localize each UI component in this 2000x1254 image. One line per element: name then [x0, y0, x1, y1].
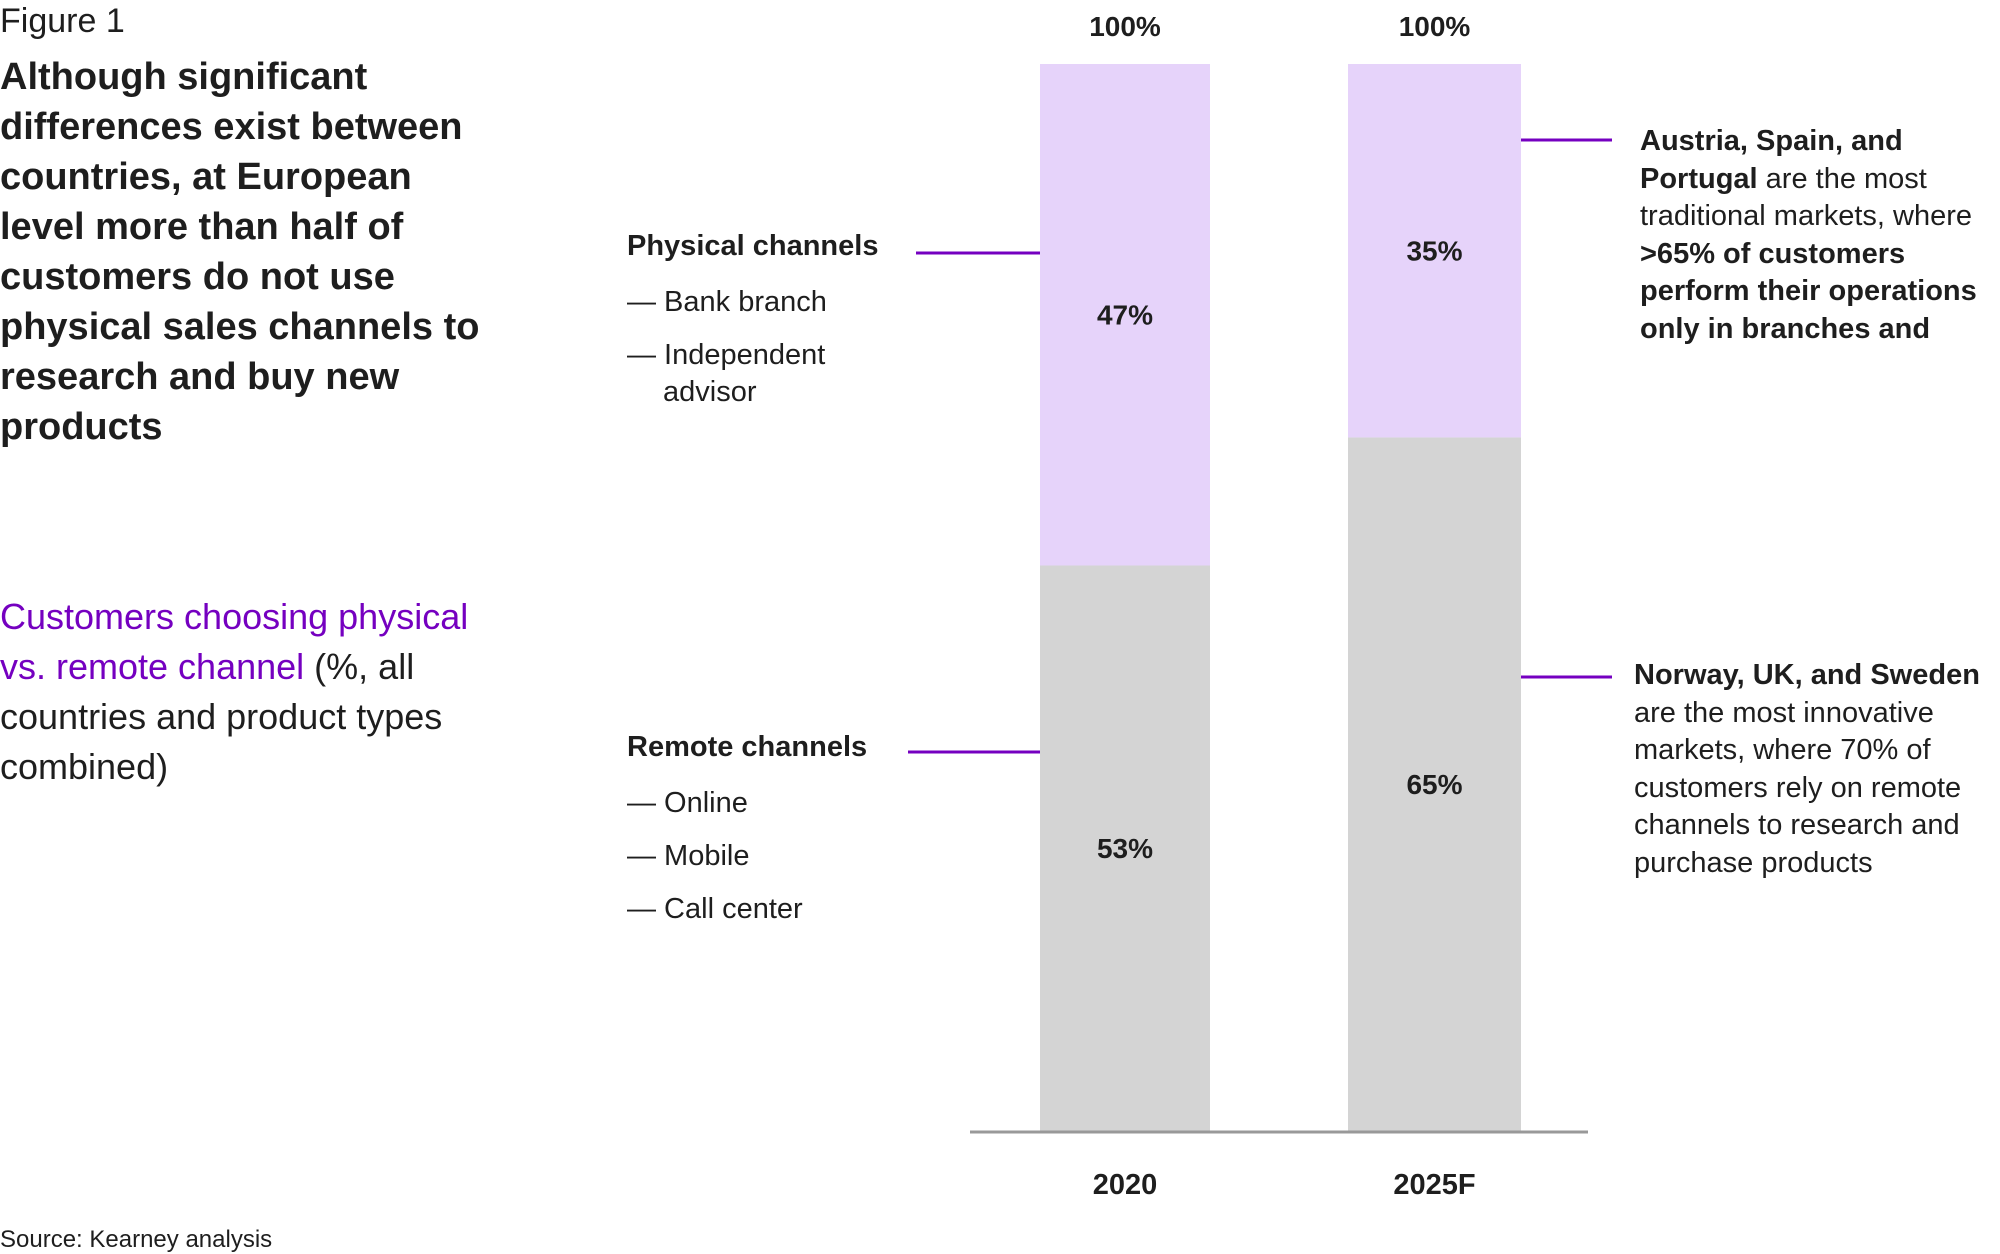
- callout-text: channels to research and: [1634, 809, 1960, 841]
- data-label: 35%: [1406, 236, 1462, 267]
- bar-segment-physical-2025F: [1348, 64, 1521, 438]
- data-label: 65%: [1406, 769, 1462, 800]
- list-item: — Call center: [627, 893, 803, 925]
- list-item: — Online: [627, 787, 748, 819]
- callout-innovative-markets: Norway, UK, and Sweden are the most inno…: [1634, 657, 2000, 882]
- headline: Although significant differences exist b…: [0, 56, 480, 448]
- list-item: — Independent: [627, 339, 826, 371]
- callout-bold: >65% of customers: [1640, 237, 1906, 270]
- callout-text: purchase products: [1634, 846, 1873, 879]
- list-item: — Mobile: [627, 840, 750, 872]
- callout-bold: Portugal: [1640, 162, 1758, 195]
- callout-text: customers rely on remote: [1634, 771, 1962, 804]
- callout-bold: Norway, UK, and Sweden: [1634, 659, 1980, 691]
- callout-bold: Austria, Spain, and: [1640, 125, 1903, 157]
- physical-channels-title: Physical channels: [627, 230, 879, 262]
- callout-traditional-markets: Austria, Spain, and Portugal are the mos…: [1640, 123, 2000, 348]
- chart-subtitle: Customers choosing physical vs. remote c…: [0, 592, 500, 792]
- list-item: — Bank branch: [627, 286, 827, 318]
- callout-text: traditional markets, where: [1640, 200, 1973, 232]
- callout-bold: perform their operations: [1640, 275, 1977, 307]
- subtitle-rest: (%, all countries and product types comb…: [0, 646, 443, 787]
- total-label: 100%: [1399, 11, 1471, 42]
- callout-text: are the most: [1757, 162, 1927, 195]
- bar-segment-physical-2020: [1040, 64, 1210, 566]
- data-label: 47%: [1097, 300, 1153, 331]
- figure-label: Figure 1: [0, 2, 125, 40]
- x-tick-label: 2020: [1093, 1169, 1158, 1201]
- list-item: advisor: [663, 376, 757, 408]
- callout-text: markets, where 70% of: [1634, 734, 1931, 766]
- bar-segment-remote-2020: [1040, 565, 1210, 1131]
- subtitle-highlight: Customers choosing physical vs. remote c…: [0, 596, 469, 687]
- x-tick-label: 2025F: [1393, 1169, 1475, 1201]
- bar-segment-remote-2025F: [1348, 437, 1521, 1131]
- remote-channels-title: Remote channels: [627, 731, 868, 763]
- callout-text: are the most innovative: [1634, 696, 1934, 729]
- source-note: Source: Kearney analysis: [0, 1226, 273, 1253]
- callout-bold: only in branches and: [1640, 312, 1931, 345]
- total-label: 100%: [1089, 11, 1161, 42]
- data-label: 53%: [1097, 833, 1153, 864]
